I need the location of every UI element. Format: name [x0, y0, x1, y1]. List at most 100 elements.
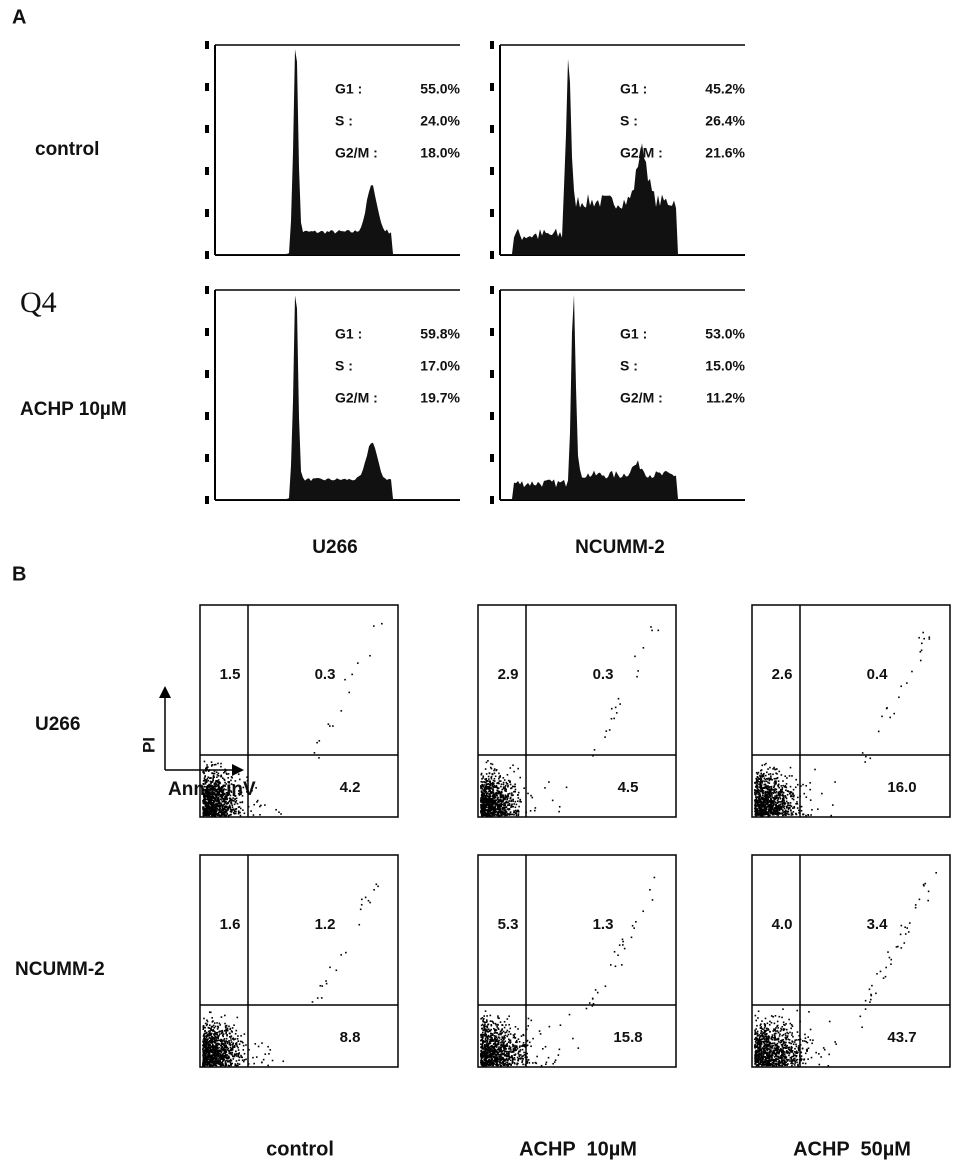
dot: [518, 815, 520, 817]
dot: [757, 802, 759, 804]
tick: [490, 496, 494, 504]
dot: [508, 1015, 510, 1017]
dot: [237, 1017, 239, 1019]
dot: [489, 1055, 491, 1057]
dot: [214, 815, 216, 817]
dot: [776, 1065, 778, 1067]
dot: [513, 814, 515, 816]
dot: [329, 725, 331, 727]
stat-label: S :: [335, 113, 353, 129]
figure: AQ4controlACHP 10µMU266NCUMM-2G1 :55.0%S…: [0, 0, 954, 1169]
tick: [490, 251, 494, 259]
dot: [756, 779, 758, 781]
dot: [489, 801, 491, 803]
dot: [497, 790, 499, 792]
dot: [555, 1059, 557, 1061]
dot: [810, 799, 812, 801]
dot: [486, 762, 488, 764]
dot: [510, 801, 512, 803]
dot: [480, 797, 482, 799]
dot: [336, 969, 338, 971]
dot: [212, 799, 214, 801]
dot: [211, 1062, 213, 1064]
dot: [592, 755, 594, 757]
stat-label: G1 :: [335, 326, 362, 342]
dot: [762, 780, 764, 782]
dot: [484, 1048, 486, 1050]
dot: [809, 789, 811, 791]
dot: [530, 1045, 532, 1047]
dot: [520, 801, 522, 803]
dot: [772, 801, 774, 803]
panel-label: A: [12, 6, 26, 28]
dot: [763, 1054, 765, 1056]
dot: [810, 814, 812, 816]
dot: [811, 809, 813, 811]
dot: [204, 812, 206, 814]
dot: [219, 810, 221, 812]
dot: [545, 1046, 547, 1048]
stat-label: G2/M :: [335, 390, 378, 406]
dot: [784, 808, 786, 810]
dot: [487, 1038, 489, 1040]
dot: [225, 789, 227, 791]
dot: [237, 1040, 239, 1042]
dot: [206, 1041, 208, 1043]
dot: [761, 786, 763, 788]
dot: [519, 1058, 521, 1060]
dot: [504, 1027, 506, 1029]
dot: [485, 785, 487, 787]
dot: [227, 777, 229, 779]
dot: [203, 1018, 205, 1020]
dot: [220, 789, 222, 791]
dot: [226, 1035, 228, 1037]
dot: [485, 814, 487, 816]
dot: [210, 777, 212, 779]
dot: [792, 793, 794, 795]
dot: [215, 807, 217, 809]
dot: [204, 761, 206, 763]
dot: [211, 761, 213, 763]
dot: [211, 807, 213, 809]
dot: [507, 804, 509, 806]
dot: [514, 791, 516, 793]
dot: [500, 1054, 502, 1056]
dot: [221, 1049, 223, 1051]
dot: [225, 1025, 227, 1027]
dot: [534, 810, 536, 812]
quadrant-value: 16.0: [887, 779, 916, 796]
dot: [490, 1037, 492, 1039]
dot: [633, 927, 635, 929]
dot: [204, 1047, 206, 1049]
dot: [482, 775, 484, 777]
dot: [512, 1059, 514, 1061]
tick: [205, 209, 209, 217]
quadrant-value: 15.8: [613, 1029, 642, 1046]
dot: [780, 785, 782, 787]
dot: [756, 782, 758, 784]
dot: [864, 761, 866, 763]
dot: [754, 790, 756, 792]
dot: [514, 1050, 516, 1052]
dot: [229, 1033, 231, 1035]
dot: [219, 1031, 221, 1033]
dot: [805, 1053, 807, 1055]
dot: [220, 766, 222, 768]
dot: [503, 1047, 505, 1049]
dot: [803, 813, 805, 815]
dot: [787, 813, 789, 815]
dot: [497, 799, 499, 801]
dot: [361, 899, 363, 901]
dot: [202, 1054, 204, 1056]
dot: [205, 813, 207, 815]
dot: [260, 805, 262, 807]
dot: [785, 789, 787, 791]
dot: [513, 803, 515, 805]
dot: [481, 811, 483, 813]
dot: [237, 1063, 239, 1065]
dot: [214, 1050, 216, 1052]
dot: [230, 802, 232, 804]
dot: [498, 778, 500, 780]
dot: [232, 1046, 234, 1048]
dot: [770, 792, 772, 794]
